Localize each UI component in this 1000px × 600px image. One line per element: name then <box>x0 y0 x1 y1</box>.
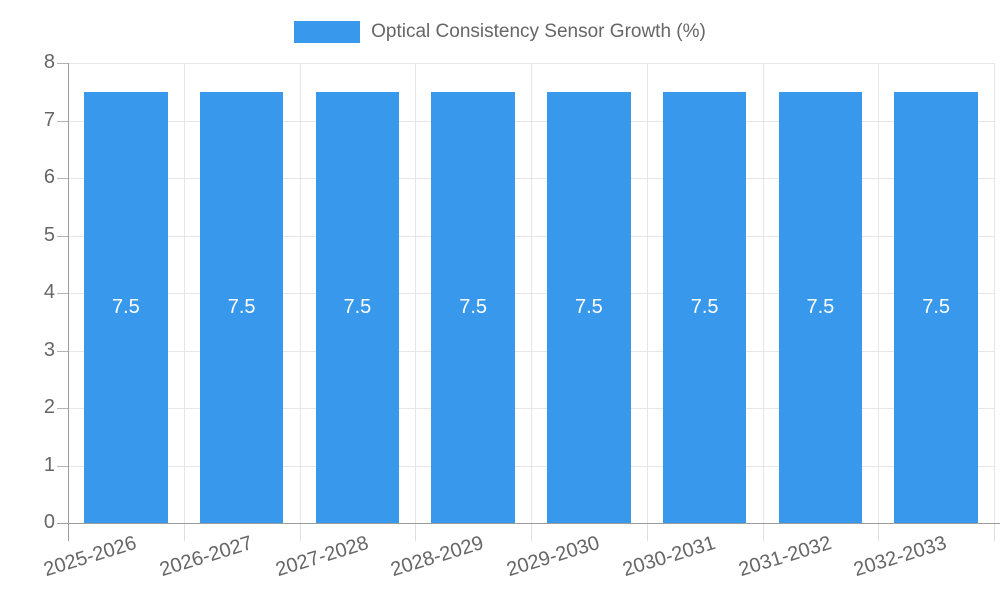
y-tick <box>57 178 68 179</box>
y-tick <box>57 63 68 64</box>
y-tick-label: 2 <box>43 396 55 419</box>
y-tick <box>57 408 68 409</box>
y-axis-line <box>68 63 69 541</box>
x-tick-label: 2025-2026 <box>41 532 140 582</box>
v-gridline <box>994 63 995 523</box>
bar-value-label: 7.5 <box>922 295 951 318</box>
v-gridline <box>183 63 185 523</box>
x-tick-label: 2032-2033 <box>851 532 950 582</box>
bar-value-label: 7.5 <box>574 295 603 318</box>
x-tick <box>299 524 301 541</box>
bar[interactable]: 7.5 <box>547 91 631 523</box>
y-tick <box>57 465 68 467</box>
v-gridline <box>646 63 648 523</box>
v-gridline <box>878 63 880 523</box>
bar-value-label: 7.5 <box>111 295 140 318</box>
x-tick-label: 2031-2032 <box>735 532 834 582</box>
y-tick-label: 6 <box>43 166 55 189</box>
x-tick-label: 2028-2029 <box>388 532 487 582</box>
bar[interactable]: 7.5 <box>778 91 863 523</box>
x-tick-label: 2027-2028 <box>272 532 371 582</box>
y-tick <box>57 120 68 122</box>
v-gridline <box>415 63 417 523</box>
legend-label: Optical Consistency Sensor Growth (%) <box>371 21 706 42</box>
x-tick <box>183 524 185 541</box>
x-tick-label: 2026-2027 <box>157 532 256 582</box>
bar[interactable]: 7.5 <box>84 91 168 523</box>
y-tick-label: 0 <box>43 511 55 534</box>
y-tick-label: 8 <box>43 51 55 74</box>
x-tick <box>415 524 417 541</box>
legend-swatch <box>294 21 361 43</box>
x-tick-label: 2029-2030 <box>504 532 603 582</box>
y-tick-label: 3 <box>43 338 55 361</box>
v-gridline <box>299 63 301 523</box>
bar[interactable]: 7.5 <box>199 91 284 523</box>
bar-value-label: 7.5 <box>690 295 719 318</box>
legend-item[interactable]: Optical Consistency Sensor Growth (%) <box>294 20 706 44</box>
y-tick-label: 5 <box>43 223 55 246</box>
bar[interactable]: 7.5 <box>431 91 515 523</box>
bar-value-label: 7.5 <box>459 295 488 318</box>
bar[interactable]: 7.5 <box>315 91 400 523</box>
y-tick-label: 4 <box>43 281 55 304</box>
y-tick-label: 1 <box>43 453 55 476</box>
x-tick <box>762 524 764 541</box>
bar[interactable]: 7.5 <box>894 91 978 523</box>
bar-value-label: 7.5 <box>343 295 372 318</box>
y-tick <box>57 350 68 352</box>
x-tick <box>878 524 880 541</box>
x-axis-line <box>57 523 1000 524</box>
y-tick-label: 7 <box>43 108 55 131</box>
x-tick <box>646 524 648 541</box>
y-tick <box>57 293 68 294</box>
v-gridline <box>531 63 532 523</box>
bar-value-label: 7.5 <box>806 295 835 318</box>
bar[interactable]: 7.5 <box>662 91 747 523</box>
x-tick <box>994 524 995 541</box>
bar-value-label: 7.5 <box>227 295 256 318</box>
chart-legend: Optical Consistency Sensor Growth (%) <box>0 20 1000 44</box>
v-gridline <box>762 63 764 523</box>
x-tick <box>531 524 532 541</box>
y-tick <box>57 235 68 237</box>
x-tick-label: 2030-2031 <box>620 532 719 582</box>
